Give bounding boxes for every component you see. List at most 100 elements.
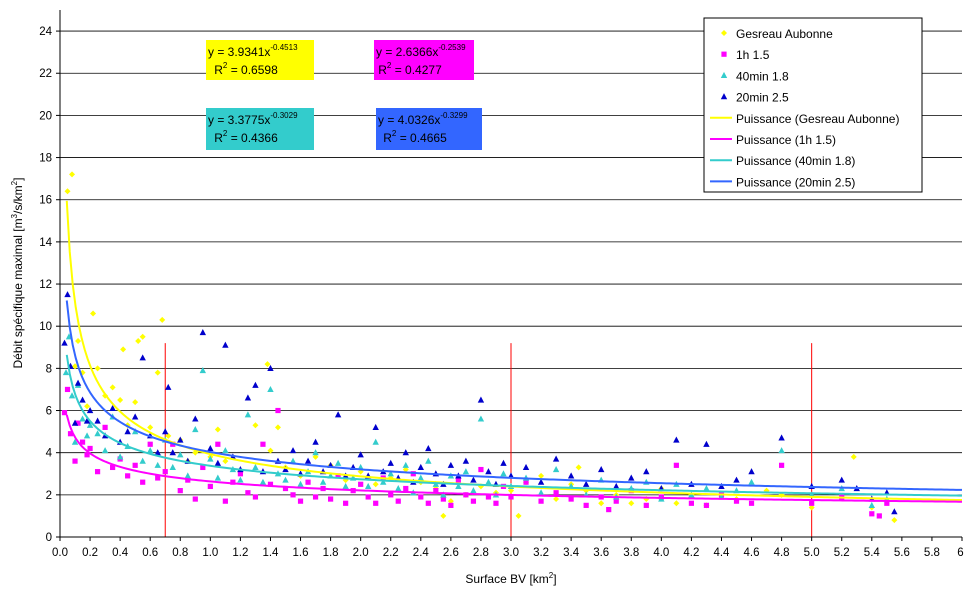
data-point [582, 480, 590, 487]
data-point [282, 476, 289, 483]
data-point [673, 436, 680, 443]
data-point [470, 487, 477, 494]
x-tick-label: 5.4 [864, 547, 881, 559]
y-tick-label: 18 [39, 153, 52, 165]
x-tick-label: 5.8 [924, 547, 940, 559]
data-point [290, 492, 296, 498]
data-point [75, 337, 82, 344]
equation-boxes: y = 3.9341x-0.4513 R2 = 0.6598 y = 2.6366x… [206, 40, 482, 150]
x-tick-label: 2.4 [413, 547, 430, 559]
data-point [69, 171, 76, 178]
data-point [500, 470, 507, 477]
y-tick-label: 20 [39, 110, 52, 122]
data-point [372, 423, 379, 430]
data-point [116, 453, 124, 460]
data-point [125, 473, 131, 479]
data-point [673, 500, 680, 507]
data-point [109, 384, 116, 391]
data-point [147, 424, 154, 431]
x-tick-label: 1.6 [293, 547, 309, 559]
data-point [87, 445, 93, 452]
data-point [485, 478, 492, 485]
data-point [537, 478, 545, 485]
data-point [440, 496, 446, 502]
data-point [868, 501, 875, 508]
data-point [259, 478, 267, 485]
data-point [305, 479, 311, 485]
data-point [214, 474, 222, 481]
data-point [364, 482, 372, 490]
data-point [703, 440, 710, 447]
data-point [748, 478, 755, 485]
data-point [470, 498, 477, 504]
data-point [162, 428, 169, 435]
x-tick-label: 0.0 [52, 547, 68, 559]
x-tick-label: 3.2 [533, 547, 549, 559]
data-point [808, 504, 815, 511]
data-point [83, 432, 91, 439]
data-point [440, 491, 447, 498]
data-point [575, 464, 582, 471]
r2-text: R2 = 0.4665 [383, 129, 447, 145]
x-tick-label: 2.2 [383, 547, 399, 559]
data-point [448, 502, 454, 508]
data-point [207, 444, 214, 452]
data-point [230, 479, 236, 485]
equation-box-bg [206, 108, 314, 150]
data-point [335, 473, 341, 479]
data-point [703, 485, 710, 492]
data-point [72, 458, 78, 464]
x-tick-label: 4.4 [713, 547, 730, 559]
data-point [850, 453, 857, 460]
data-point [733, 476, 740, 483]
data-point [192, 496, 198, 502]
data-point [177, 436, 184, 443]
legend-label: Puissance (Gesreau Aubonne) [736, 112, 899, 126]
data-point [334, 411, 342, 418]
equation-box-bg [206, 40, 314, 80]
data-point [402, 466, 409, 473]
data-point [68, 392, 76, 399]
data-point [155, 475, 161, 481]
x-tick-label: 6. [957, 547, 964, 559]
data-point [131, 413, 139, 420]
data-point [215, 441, 221, 447]
data-point [552, 455, 560, 462]
legend-label: 1h 1.5 [736, 48, 770, 62]
data-point [94, 430, 101, 437]
data-point [515, 512, 522, 519]
x-tick-label: 4.2 [683, 547, 699, 559]
legend-box [703, 17, 923, 193]
data-point [470, 476, 477, 483]
data-point [876, 513, 882, 519]
data-point [387, 470, 394, 477]
data-point [748, 468, 755, 475]
data-point [64, 386, 71, 393]
data-point [147, 441, 153, 447]
data-point [425, 444, 432, 452]
data-point [61, 410, 68, 416]
data-point [264, 361, 271, 368]
data-point [455, 477, 461, 483]
legend-entry: Puissance (20min 2.5) [710, 175, 855, 189]
data-point [140, 479, 146, 485]
data-point [267, 447, 274, 454]
data-point [372, 481, 379, 488]
y-axis-title: Débit spécifique maximal [m3/s/km2] [10, 178, 25, 369]
x-tick-label: 3.4 [563, 547, 580, 559]
data-point [417, 463, 424, 471]
data-point [61, 339, 68, 346]
data-point [568, 496, 574, 502]
data-point [538, 472, 545, 479]
data-point [891, 508, 898, 515]
data-point [538, 498, 544, 504]
data-point [192, 425, 199, 433]
data-point [71, 438, 79, 445]
x-tick-label: 0.2 [82, 547, 98, 559]
data-point [79, 396, 86, 403]
data-point [222, 498, 228, 504]
data-point [402, 461, 409, 468]
data-point [75, 420, 81, 426]
data-point [478, 466, 484, 473]
legend-entry: 20min 2.5 [720, 91, 789, 105]
